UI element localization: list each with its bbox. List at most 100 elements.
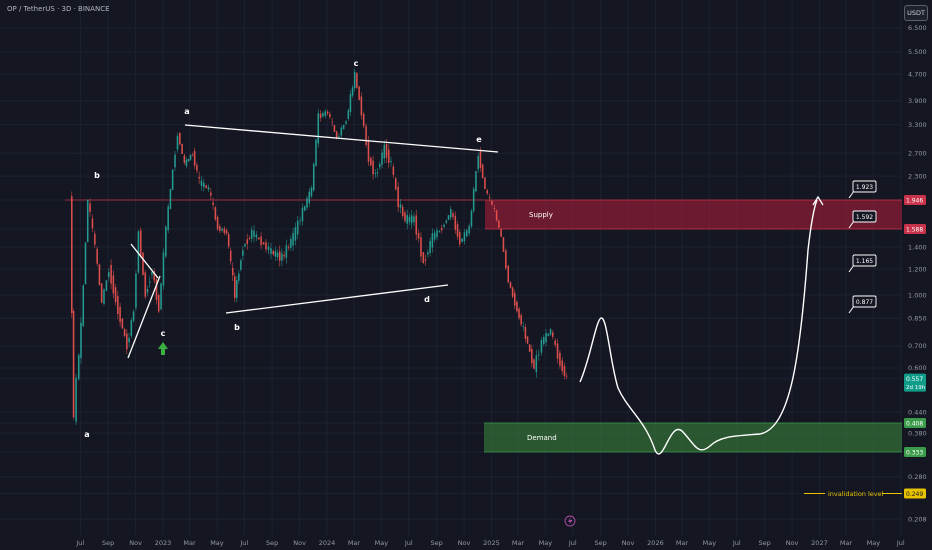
candle-body bbox=[267, 246, 270, 251]
candle-body bbox=[183, 155, 186, 163]
x-tick-label: Jul bbox=[239, 539, 248, 547]
candle-body bbox=[524, 327, 527, 339]
trendline bbox=[127, 275, 161, 359]
candle-body bbox=[424, 259, 427, 261]
candle-body bbox=[119, 306, 121, 323]
candle-body bbox=[540, 339, 543, 353]
candle-body bbox=[84, 242, 87, 285]
candle-body bbox=[165, 226, 167, 257]
candle-body bbox=[274, 251, 277, 257]
candle-body bbox=[472, 188, 475, 211]
target-pointer bbox=[848, 305, 855, 314]
candle-body bbox=[191, 154, 194, 156]
target-box bbox=[852, 295, 877, 308]
x-tick-label: Nov bbox=[622, 539, 635, 547]
candle-body bbox=[333, 125, 336, 132]
candle-body bbox=[306, 198, 308, 208]
candle-body bbox=[167, 206, 169, 231]
candle-body bbox=[86, 199, 89, 243]
x-tick-label: Sep bbox=[759, 539, 771, 547]
candle-body bbox=[356, 73, 358, 88]
candle-body bbox=[105, 280, 108, 291]
candle-body bbox=[561, 360, 564, 371]
candle-body bbox=[367, 140, 370, 162]
candle-body bbox=[212, 202, 214, 205]
candle-body bbox=[281, 253, 283, 261]
candle-body bbox=[387, 149, 390, 163]
price-badge bbox=[904, 195, 926, 205]
candle-body bbox=[117, 295, 119, 315]
x-tick-label: Jul bbox=[75, 539, 84, 547]
x-tick-label: Jul bbox=[896, 539, 905, 547]
candle-body bbox=[260, 236, 262, 246]
candle-body bbox=[185, 159, 188, 167]
candle-body bbox=[413, 216, 415, 223]
candle-body bbox=[449, 208, 452, 218]
candle-body bbox=[225, 230, 228, 234]
candle-body bbox=[151, 271, 153, 275]
candle-body bbox=[253, 230, 255, 237]
target-box bbox=[852, 254, 877, 267]
candle-body bbox=[378, 163, 381, 168]
candle-body bbox=[329, 113, 331, 118]
candle-body bbox=[347, 110, 350, 119]
wave-label: c bbox=[161, 329, 166, 338]
candle-body bbox=[522, 326, 525, 327]
candle-body bbox=[516, 301, 518, 312]
candle-body bbox=[372, 160, 374, 175]
candle-body bbox=[438, 231, 441, 233]
candle-body bbox=[436, 230, 438, 238]
candle-body bbox=[248, 237, 251, 239]
y-tick-label: 0.208 bbox=[908, 515, 927, 523]
candle-body bbox=[135, 273, 137, 308]
candle-body bbox=[479, 150, 482, 168]
candle-body bbox=[381, 152, 383, 165]
wave-label: b bbox=[234, 323, 240, 332]
candle-body bbox=[535, 355, 538, 373]
targets: 1.923 1.592 1.165 0.877 bbox=[848, 180, 877, 314]
candle-body bbox=[526, 336, 529, 344]
candle-body bbox=[399, 204, 402, 208]
supply-label: Supply bbox=[529, 211, 553, 219]
candle-body bbox=[210, 192, 212, 196]
candle-body bbox=[445, 220, 448, 223]
candle-body bbox=[240, 260, 242, 270]
candle-body bbox=[221, 228, 223, 231]
price-badge bbox=[904, 418, 926, 428]
target-value: 1.165 bbox=[856, 258, 873, 265]
y-tick-label: 0.600 bbox=[908, 364, 927, 372]
candle-body bbox=[242, 250, 244, 256]
candle-body bbox=[272, 251, 275, 255]
currency-button[interactable]: USDT bbox=[904, 5, 928, 21]
y-tick-label: 0.380 bbox=[908, 429, 927, 437]
candle-body bbox=[70, 196, 73, 313]
candle-body bbox=[189, 155, 192, 160]
candle-body bbox=[292, 233, 294, 246]
candle-body bbox=[132, 311, 135, 321]
x-tick-label: May bbox=[703, 539, 717, 547]
price-badge-text: 0.333 bbox=[906, 449, 923, 456]
x-tick-label: Mar bbox=[512, 539, 525, 547]
trendlines bbox=[127, 124, 499, 359]
lightning-icon bbox=[564, 515, 576, 527]
x-tick-label: Nov bbox=[129, 539, 142, 547]
candle-body bbox=[227, 234, 230, 247]
y-tick-label: 0.440 bbox=[908, 409, 927, 417]
candle-body bbox=[362, 113, 365, 126]
candle-body bbox=[420, 237, 422, 257]
candle-body bbox=[262, 242, 265, 245]
candle-body bbox=[139, 230, 142, 256]
candle-body bbox=[392, 166, 395, 175]
price-badge-text: 0.249 bbox=[906, 491, 923, 498]
candle-body bbox=[374, 173, 377, 174]
candle-body bbox=[157, 295, 160, 312]
candle-body bbox=[440, 227, 443, 231]
candle-body bbox=[110, 264, 112, 284]
projection-arrowhead bbox=[812, 195, 824, 206]
candle-body bbox=[96, 248, 98, 264]
candle-body bbox=[456, 224, 459, 237]
candle-body bbox=[200, 180, 203, 187]
candle-body bbox=[231, 267, 234, 276]
candle-body bbox=[565, 375, 568, 377]
